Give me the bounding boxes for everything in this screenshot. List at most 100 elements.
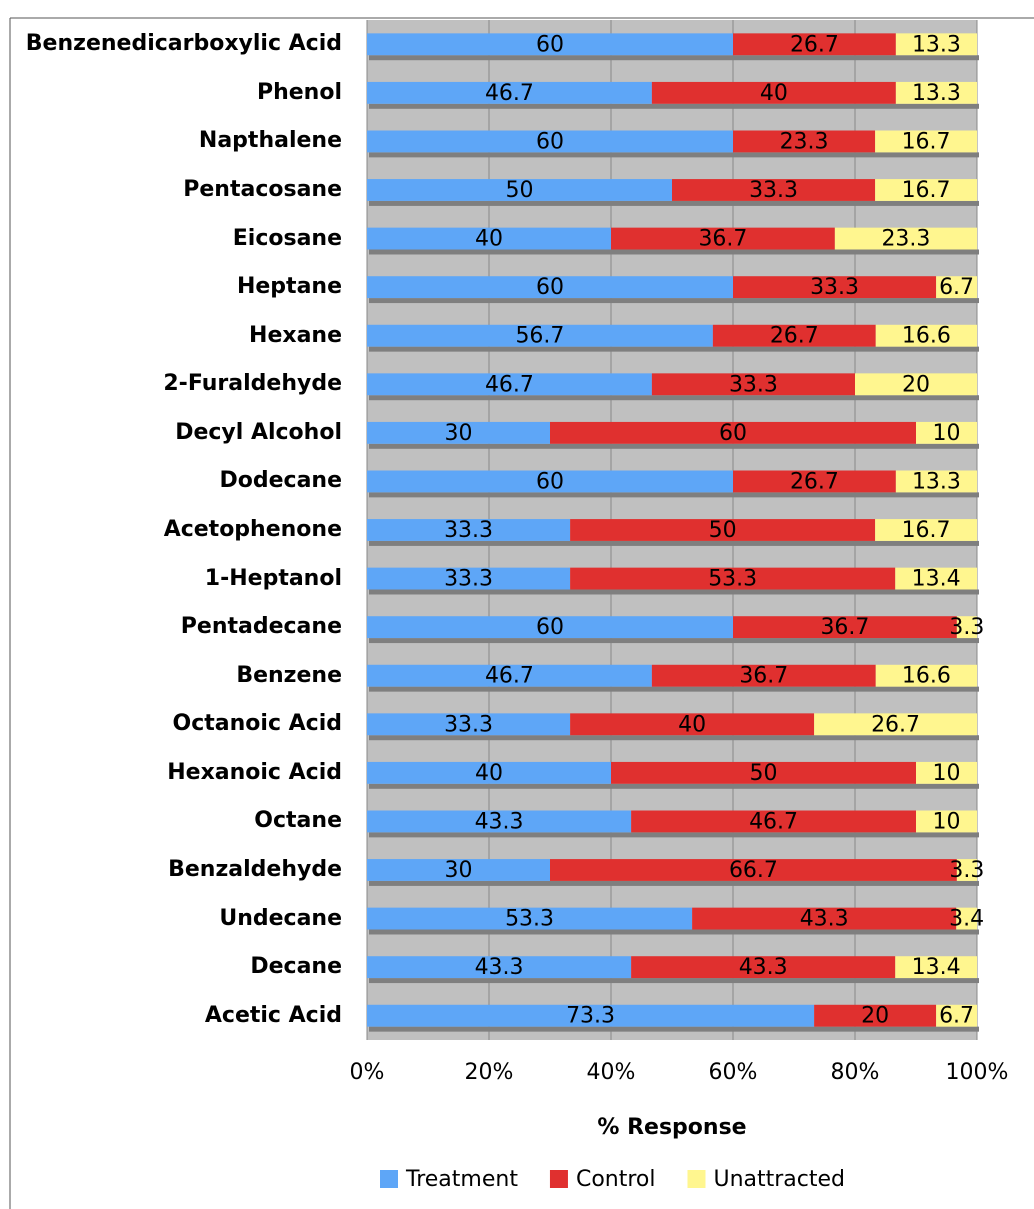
data-label: 40 (760, 81, 788, 106)
data-label: 3.4 (949, 907, 984, 932)
bar-shadow (369, 298, 979, 304)
bar-segment (367, 421, 550, 444)
y-tick-label: Acetophenone (163, 517, 342, 542)
data-label: 60 (536, 32, 564, 57)
data-label: 16.7 (902, 129, 951, 154)
bar-shadow (369, 735, 979, 741)
data-label: 46.7 (485, 81, 534, 106)
bar-shadow (369, 783, 979, 789)
y-tick-label: Heptane (236, 274, 342, 300)
data-label: 30 (445, 421, 473, 446)
data-label: 36.7 (698, 227, 747, 252)
bar-segment (367, 1004, 815, 1027)
bar-segment (367, 227, 611, 250)
y-tick-label: 2-Furaldehyde (163, 371, 342, 397)
y-tick-label: Octane (254, 808, 342, 834)
data-label: 66.7 (729, 858, 778, 883)
data-label: 20 (902, 372, 930, 397)
y-tick-label: Benzene (236, 662, 342, 688)
data-label: 13.3 (912, 32, 961, 57)
data-label: 33.3 (729, 372, 778, 397)
data-label: 26.7 (790, 469, 839, 494)
bar-segment (367, 470, 733, 493)
bar-segment (367, 859, 550, 881)
legend-label: Control (576, 1167, 656, 1192)
data-label: 60 (536, 129, 564, 154)
data-label: 16.6 (902, 324, 951, 349)
legend-swatch (549, 1170, 568, 1188)
bar-segment (367, 276, 733, 299)
bar-segment (672, 179, 876, 201)
x-tick-label: 80% (831, 1060, 880, 1085)
data-label: 40 (475, 227, 503, 252)
data-label: 33.3 (810, 275, 859, 300)
bar-segment (875, 519, 977, 541)
data-label: 46.7 (485, 372, 534, 397)
data-label: 33.3 (444, 518, 493, 543)
bar-shadow (369, 1026, 979, 1032)
bar-segment (570, 519, 876, 541)
bar-shadow (369, 443, 979, 449)
x-tick-label: 40% (587, 1060, 636, 1085)
bar-segment (550, 421, 916, 444)
data-label: 43.3 (475, 809, 524, 834)
data-label: 26.7 (790, 32, 839, 57)
bar-segment (814, 713, 977, 736)
bar-segment (367, 907, 693, 930)
data-label: 13.4 (912, 955, 961, 980)
y-tick-label: Dodecane (219, 468, 342, 494)
data-label: 73.3 (566, 1004, 615, 1029)
bar-segment (367, 616, 733, 639)
bar-shadow (369, 249, 979, 255)
bar-segment (895, 470, 977, 493)
bar-segment (956, 616, 977, 639)
data-label: 6.7 (939, 275, 974, 300)
bar-segment (936, 1004, 977, 1027)
bar-segment (916, 761, 977, 784)
bar-shadow (369, 492, 979, 498)
data-label: 60 (719, 421, 747, 446)
data-label: 33.3 (444, 712, 493, 737)
data-label: 6.7 (939, 1004, 974, 1029)
data-label: 36.7 (739, 664, 788, 689)
y-tick-label: Pentadecane (180, 614, 342, 640)
y-tick-label: Pentacosane (183, 177, 342, 202)
data-label: 13.3 (912, 469, 961, 494)
data-label: 10 (933, 761, 961, 786)
data-label: 36.7 (820, 615, 869, 640)
bar-segment (895, 81, 977, 104)
y-tick-label: Eicosane (232, 225, 342, 251)
data-label: 56.7 (515, 324, 564, 349)
bar-segment (692, 907, 957, 930)
bar-shadow (369, 540, 979, 546)
data-label: 60 (536, 469, 564, 494)
y-tick-label: Benzaldehyde (168, 857, 342, 882)
bar-segment (367, 713, 571, 736)
bar-segment (814, 1004, 937, 1027)
bar-shadow (369, 55, 979, 61)
bar-segment (367, 519, 571, 541)
bar-segment (875, 324, 977, 347)
data-label: 23.3 (881, 227, 930, 252)
data-label: 46.7 (749, 809, 798, 834)
data-label: 50 (750, 761, 778, 786)
bar-segment (570, 567, 896, 590)
bar-segment (367, 956, 632, 979)
data-label: 50 (506, 178, 534, 203)
bar-segment (875, 179, 977, 201)
bar-segment (367, 81, 652, 104)
bar-segment (875, 130, 977, 153)
bar-shadow (369, 832, 979, 838)
data-label: 60 (536, 615, 564, 640)
bar-segment (367, 324, 713, 347)
bar-segment (936, 276, 977, 299)
bar-shadow (369, 686, 979, 692)
data-label: 10 (933, 809, 961, 834)
y-tick-label: Acetic Acid (204, 1002, 342, 1028)
bar-shadow (369, 103, 979, 109)
bar-shadow (369, 978, 979, 984)
data-label: 23.3 (780, 129, 829, 154)
bar-segment (895, 956, 977, 979)
